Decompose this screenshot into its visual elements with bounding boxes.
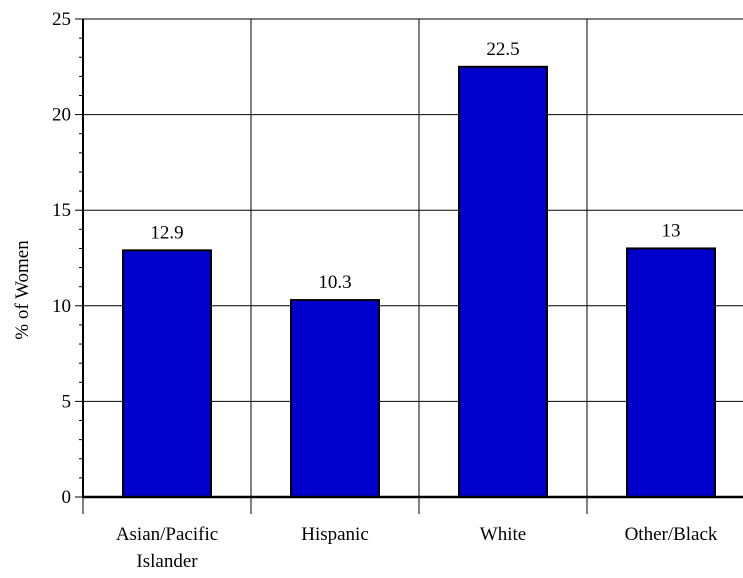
category-label: Asian/Pacific Islander	[116, 524, 218, 572]
bar	[122, 249, 212, 498]
y-axis-title: % of Women	[12, 240, 33, 340]
data-label: 13	[662, 220, 681, 241]
bar	[458, 65, 548, 499]
data-labels: 12.9 10.3 22.5 13	[150, 39, 680, 293]
bar	[290, 299, 380, 498]
y-tick-label: 0	[62, 487, 72, 508]
bars	[122, 65, 716, 499]
category-label: Other/Black	[625, 524, 718, 545]
y-tick-label: 15	[52, 200, 71, 221]
y-tick-label: 25	[52, 9, 71, 30]
bar	[626, 247, 716, 498]
y-ticks: 0 5 10 15 20 25	[52, 9, 83, 508]
category-label: Hispanic	[301, 524, 369, 545]
category-label: White	[480, 524, 526, 545]
data-label: 10.3	[318, 272, 351, 293]
category-labels: Asian/Pacific Islander Hispanic White Other/…	[116, 524, 718, 572]
data-label: 22.5	[486, 39, 519, 60]
y-tick-label: 10	[52, 296, 71, 317]
data-label: 12.9	[150, 222, 183, 243]
y-tick-label: 20	[52, 105, 71, 126]
y-tick-label: 5	[62, 391, 72, 412]
x-ticks	[82, 497, 588, 514]
